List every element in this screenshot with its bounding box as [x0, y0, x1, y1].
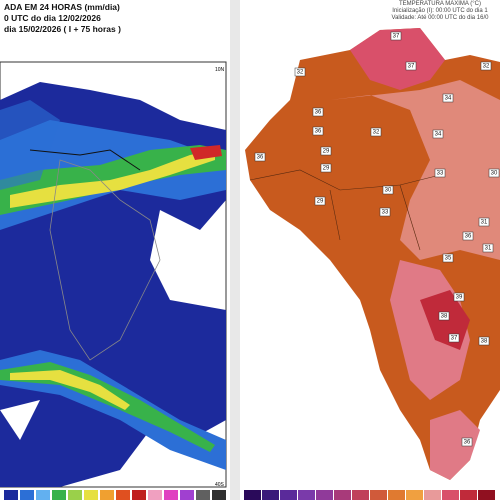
- temperature-label: 37: [451, 336, 458, 342]
- label-box: [488, 168, 500, 178]
- label-box: [382, 185, 394, 195]
- legend-swatch: [406, 490, 423, 500]
- legend-swatch: [20, 490, 34, 500]
- left-header-line: ADA EM 24 HORAS (mm/dia): [4, 2, 120, 12]
- label-box: [320, 163, 332, 173]
- label-box: [405, 61, 417, 71]
- temperature-label: 34: [435, 132, 442, 138]
- label-box: [442, 93, 454, 103]
- legend-swatch: [334, 490, 351, 500]
- label-box: [314, 196, 326, 206]
- legend-swatch: [352, 490, 369, 500]
- legend-swatch: [100, 490, 114, 500]
- label-box: [254, 152, 266, 162]
- label-box: [312, 126, 324, 136]
- temperature-label: 31: [481, 220, 488, 226]
- temperature-label: 30: [385, 188, 392, 194]
- legend-swatch: [132, 490, 146, 500]
- label-box: [379, 207, 391, 217]
- legend-swatch: [460, 490, 477, 500]
- temperature-map: [245, 28, 500, 480]
- temperature-label: 29: [323, 149, 330, 155]
- temperature-label: 29: [317, 199, 324, 205]
- label-box: [453, 292, 465, 302]
- divider: [230, 0, 240, 500]
- lat-label: 10N: [215, 67, 225, 73]
- right-header-line: Inicialização (I): 00:00 UTC do dia 1: [392, 8, 488, 14]
- label-box: [448, 333, 460, 343]
- legend-swatch: [316, 490, 333, 500]
- temperature-label: 32: [483, 64, 490, 70]
- temperature-label: 30: [491, 171, 498, 177]
- temperature-labels: 37 37 32 32 34 36 36 32 34 29 36 29 33 30 30 29 33 31 36 35…: [254, 31, 500, 447]
- legend-swatch: [180, 490, 194, 500]
- temperature-label: 36: [465, 234, 472, 240]
- label-box: [442, 253, 454, 263]
- temperature-label: 33: [382, 210, 389, 216]
- legend-swatch: [298, 490, 315, 500]
- legend-swatch: [244, 490, 261, 500]
- temperature-label: 35: [445, 256, 452, 262]
- legend-swatch: [388, 490, 405, 500]
- left-legend: [4, 490, 226, 500]
- temperature-label: 33: [437, 171, 444, 177]
- legend-swatch: [478, 490, 495, 500]
- temperature-label: 37: [408, 64, 415, 70]
- legend-swatch: [196, 490, 210, 500]
- legend-swatch: [262, 490, 279, 500]
- label-box: [294, 67, 306, 77]
- temperature-label: 32: [297, 70, 304, 76]
- lat-label: 40S: [215, 482, 225, 488]
- legend-swatch: [424, 490, 441, 500]
- temperature-label: 37: [393, 34, 400, 40]
- label-box: [478, 217, 490, 227]
- temperature-label: 39: [456, 295, 463, 301]
- legend-swatch: [84, 490, 98, 500]
- temperature-label: 36: [464, 440, 471, 446]
- legend-swatch: [52, 490, 66, 500]
- label-box: [370, 127, 382, 137]
- legend-swatch: [164, 490, 178, 500]
- label-box: [390, 31, 402, 41]
- right-header-line: Validade: Até 00:00 UTC do dia 16/0: [392, 15, 490, 21]
- legend-swatch: [212, 490, 226, 500]
- temperature-label: 34: [445, 96, 452, 102]
- precip-map: [0, 61, 227, 488]
- temperature-label: 31: [485, 246, 492, 252]
- temperature-label: 38: [441, 314, 448, 320]
- left-header-line: dia 15/02/2026 ( I + 75 horas ): [4, 24, 121, 34]
- label-box: [438, 311, 450, 321]
- temperature-label: 38: [481, 339, 488, 345]
- temperature-label: 36: [315, 110, 322, 116]
- legend-swatch: [280, 490, 297, 500]
- legend-swatch: [370, 490, 387, 500]
- label-box: [478, 336, 490, 346]
- label-box: [462, 231, 474, 241]
- temperature-label: 36: [315, 129, 322, 135]
- legend-swatch: [4, 490, 18, 500]
- temperature-label: 29: [323, 166, 330, 172]
- legend-swatch: [116, 490, 130, 500]
- label-box: [434, 168, 446, 178]
- legend-swatch: [442, 490, 459, 500]
- right-legend: [244, 490, 495, 500]
- label-box: [461, 437, 473, 447]
- label-box: [432, 129, 444, 139]
- legend-swatch: [36, 490, 50, 500]
- label-box: [482, 243, 494, 253]
- left-header-line: 0 UTC do dia 12/02/2026: [4, 13, 101, 23]
- label-box: [480, 61, 492, 71]
- temperature-label: 32: [373, 130, 380, 136]
- legend-swatch: [148, 490, 162, 500]
- label-box: [312, 107, 324, 117]
- legend-swatch: [68, 490, 82, 500]
- label-box: [320, 146, 332, 156]
- temperature-label: 36: [257, 155, 264, 161]
- right-header-line: TEMPERATURA MÁXIMA (°C): [399, 0, 481, 7]
